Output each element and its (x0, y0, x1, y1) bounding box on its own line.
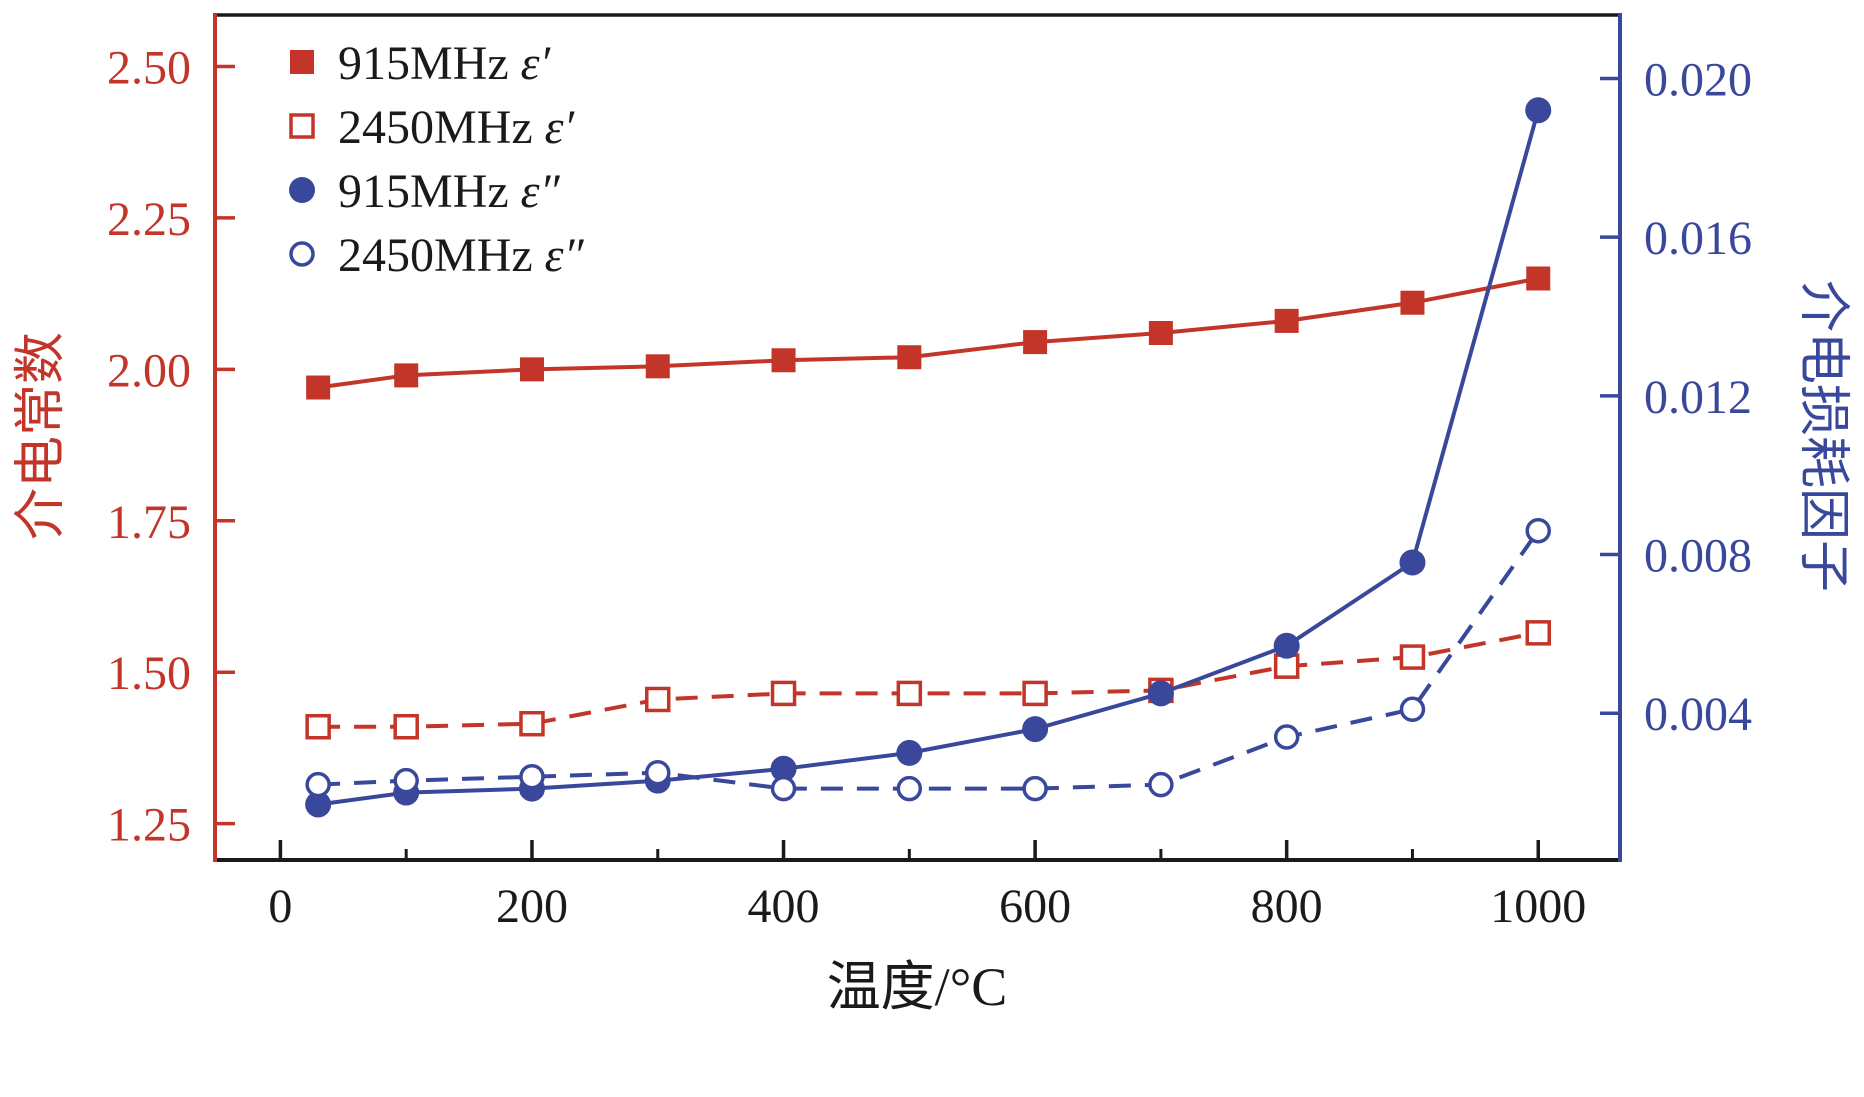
series-marker (1147, 680, 1174, 707)
series-marker (1022, 680, 1048, 707)
series-marker (1148, 321, 1173, 346)
series-marker (645, 759, 671, 786)
y-right-tick-label: 0.004 (1644, 688, 1752, 741)
y-right-tick-label: 0.016 (1644, 212, 1752, 265)
series-marker (393, 713, 419, 740)
series-line (317, 276, 1539, 390)
series-marker (896, 680, 923, 707)
legend-marker (289, 177, 315, 203)
y-left-tick-label: 2.50 (107, 41, 191, 94)
y-left-tick-label: 2.00 (107, 344, 191, 397)
series-marker (896, 775, 923, 802)
series-marker (305, 791, 332, 818)
y-left-tick-label: 1.75 (107, 496, 191, 549)
legend-item-label: 2450MHz ε′ (338, 101, 576, 154)
x-tick-label: 0 (268, 880, 292, 933)
series-marker (1273, 632, 1300, 659)
x-tick-label: 800 (1251, 880, 1323, 933)
series-marker (771, 348, 796, 373)
series-marker (1525, 517, 1551, 544)
series-marker (1525, 97, 1552, 124)
x-tick-label: 1000 (1490, 880, 1586, 933)
x-axis-label: 温度/°C (826, 957, 1008, 1017)
series-marker (1399, 644, 1426, 670)
series-marker (1399, 696, 1426, 722)
legend-marker (290, 50, 314, 74)
y-right-tick-label: 0.012 (1644, 371, 1752, 424)
series-marker (1023, 330, 1048, 355)
series-marker (1273, 724, 1300, 750)
series-marker (896, 739, 923, 766)
y-right-tick-label: 0.008 (1644, 530, 1752, 583)
x-tick-label: 400 (748, 880, 820, 933)
series-marker (519, 763, 545, 790)
series-marker (519, 357, 544, 382)
series-marker (393, 767, 419, 794)
series-line (318, 630, 1539, 729)
series-marker (1525, 620, 1551, 646)
y-left-tick-label: 2.25 (107, 193, 191, 246)
series-marker (1400, 290, 1425, 315)
x-tick-label: 200 (496, 880, 568, 933)
legend-marker (289, 241, 315, 267)
series-marker (770, 755, 797, 782)
y-axis-label-right: 介电损耗因子 (1794, 279, 1851, 592)
legend-item-label: 915MHz ε′ (338, 37, 552, 90)
series-marker (1274, 308, 1299, 333)
series-marker (305, 771, 331, 798)
series-marker (1022, 775, 1048, 802)
series-marker (1022, 716, 1049, 743)
series-marker (519, 710, 545, 737)
legend-item-label: 2450MHz ε″ (338, 229, 585, 282)
series-marker (645, 354, 670, 379)
y-left-tick-label: 1.25 (107, 799, 191, 852)
series-marker (770, 775, 797, 802)
y-axis-label-left: 介电常数 (13, 332, 70, 541)
series-marker (1399, 549, 1426, 576)
series-marker (394, 363, 419, 388)
series-marker (770, 680, 797, 707)
legend-item-label: 915MHz ε″ (338, 165, 561, 218)
series-marker (1148, 771, 1174, 798)
legend-marker (289, 113, 315, 139)
y-right-tick-label: 0.020 (1644, 53, 1752, 106)
series-marker (645, 686, 671, 713)
series-marker (305, 713, 331, 740)
x-tick-label: 600 (999, 880, 1071, 933)
series-marker (306, 375, 331, 400)
series-marker (1526, 266, 1551, 291)
series-marker (897, 345, 922, 370)
y-left-tick-label: 1.50 (107, 647, 191, 700)
